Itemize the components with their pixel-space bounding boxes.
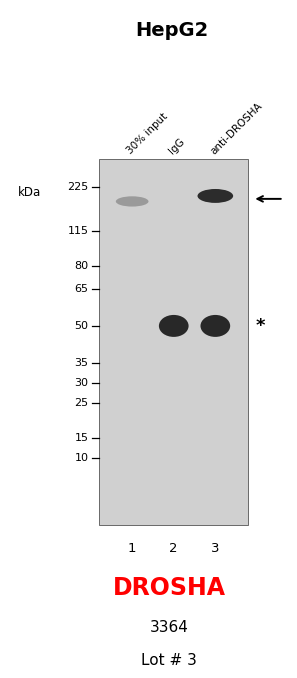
- Text: 1: 1: [128, 542, 136, 555]
- Text: 3: 3: [211, 542, 219, 555]
- Text: 30% input: 30% input: [125, 111, 170, 156]
- Ellipse shape: [198, 189, 233, 203]
- Text: 80: 80: [74, 260, 89, 271]
- Text: 50: 50: [75, 321, 89, 331]
- Text: 225: 225: [67, 182, 89, 192]
- Text: kDa: kDa: [18, 186, 41, 199]
- Text: 25: 25: [74, 398, 89, 407]
- Text: *: *: [255, 317, 265, 335]
- Text: anti-DROSHA: anti-DROSHA: [208, 100, 264, 156]
- Text: 35: 35: [75, 357, 89, 367]
- Text: 30: 30: [75, 378, 89, 388]
- Text: DROSHA: DROSHA: [113, 576, 226, 600]
- Ellipse shape: [116, 197, 148, 207]
- Text: Lot # 3: Lot # 3: [141, 653, 197, 668]
- Ellipse shape: [159, 315, 189, 337]
- Text: HepG2: HepG2: [136, 21, 209, 40]
- Text: 10: 10: [75, 453, 89, 462]
- Text: 115: 115: [67, 226, 89, 236]
- Bar: [99, 159, 248, 525]
- Text: 65: 65: [75, 284, 89, 294]
- Text: 3364: 3364: [150, 620, 189, 635]
- Text: 2: 2: [170, 542, 178, 555]
- Text: IgG: IgG: [167, 136, 186, 156]
- Text: 15: 15: [75, 433, 89, 443]
- Ellipse shape: [200, 315, 230, 337]
